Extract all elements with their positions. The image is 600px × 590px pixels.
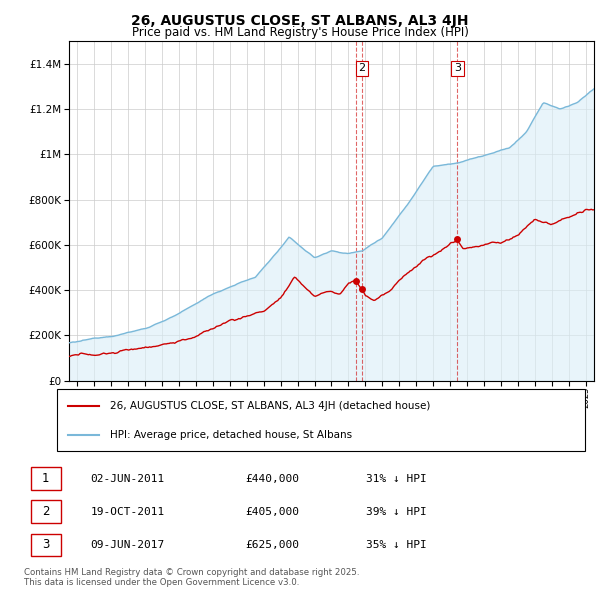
Text: 39% ↓ HPI: 39% ↓ HPI	[366, 507, 427, 517]
Text: 09-JUN-2017: 09-JUN-2017	[90, 540, 164, 550]
Text: 3: 3	[454, 64, 461, 73]
Text: 1: 1	[42, 472, 50, 486]
Text: 2: 2	[42, 505, 50, 519]
Text: 26, AUGUSTUS CLOSE, ST ALBANS, AL3 4JH: 26, AUGUSTUS CLOSE, ST ALBANS, AL3 4JH	[131, 14, 469, 28]
Bar	[31, 533, 61, 556]
Text: Contains HM Land Registry data © Crown copyright and database right 2025.
This d: Contains HM Land Registry data © Crown c…	[24, 568, 359, 587]
Text: Price paid vs. HM Land Registry's House Price Index (HPI): Price paid vs. HM Land Registry's House …	[131, 26, 469, 39]
Text: 02-JUN-2011: 02-JUN-2011	[90, 474, 164, 484]
Text: 2: 2	[358, 64, 365, 73]
Text: 35% ↓ HPI: 35% ↓ HPI	[366, 540, 427, 550]
Text: £625,000: £625,000	[245, 540, 299, 550]
Text: 26, AUGUSTUS CLOSE, ST ALBANS, AL3 4JH (detached house): 26, AUGUSTUS CLOSE, ST ALBANS, AL3 4JH (…	[110, 401, 430, 411]
Text: £440,000: £440,000	[245, 474, 299, 484]
Text: 3: 3	[42, 538, 49, 552]
Text: 19-OCT-2011: 19-OCT-2011	[90, 507, 164, 517]
Bar	[31, 500, 61, 523]
Text: £405,000: £405,000	[245, 507, 299, 517]
Text: 31% ↓ HPI: 31% ↓ HPI	[366, 474, 427, 484]
Bar	[31, 467, 61, 490]
Text: HPI: Average price, detached house, St Albans: HPI: Average price, detached house, St A…	[110, 430, 352, 440]
